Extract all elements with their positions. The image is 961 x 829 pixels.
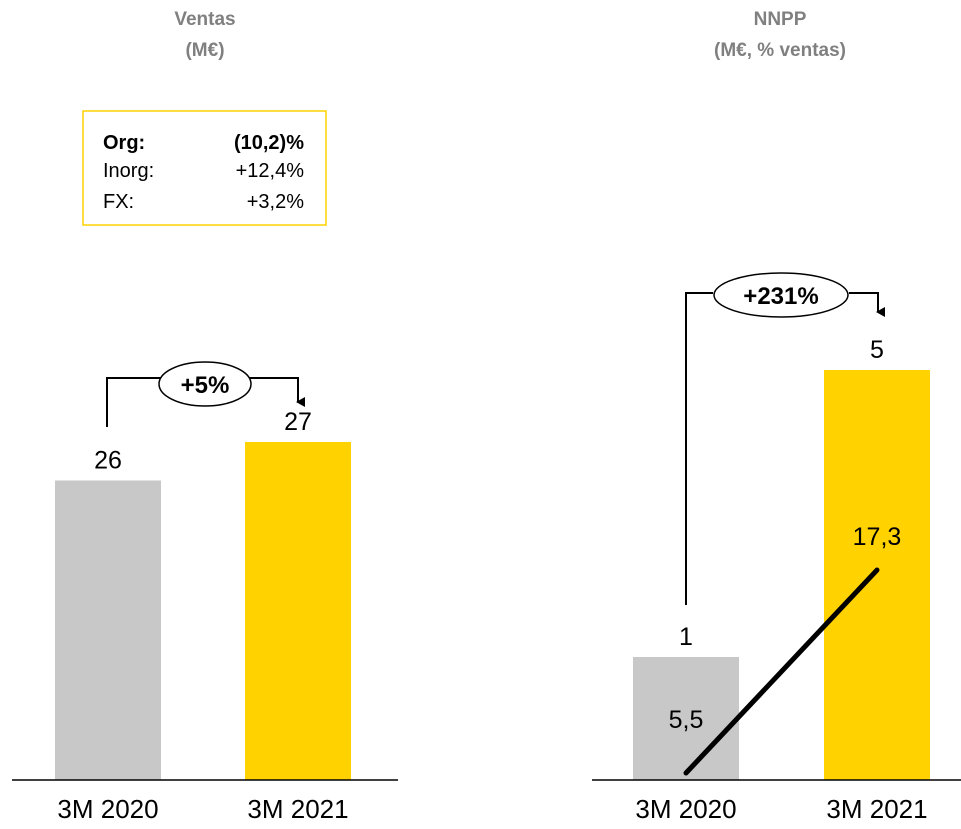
- breakdown-org-value: (10,2)%: [234, 132, 304, 154]
- nnpp-growth-connector: [685, 292, 878, 605]
- breakdown-inorg-label: Inorg:: [103, 160, 154, 182]
- nnpp-bar-3m-2021: [824, 370, 930, 780]
- ventas-bar-3m-2020: [55, 480, 161, 780]
- ventas-growth-connector: [106, 377, 298, 427]
- ventas-growth-label: +5%: [181, 372, 230, 399]
- nnpp-x-tick-3m-2020: 3M 2020: [635, 794, 736, 824]
- nnpp-subtitle: (M€, % ventas): [714, 40, 846, 61]
- ventas-value-label-3m-2020: 26: [94, 446, 122, 474]
- nnpp-pct-ventas-line: [683, 567, 880, 776]
- breakdown-box: Org: (10,2)% Inorg: +12,4% FX: +3,2%: [82, 110, 327, 226]
- nnpp-title: NNPP: [754, 9, 807, 30]
- nnpp-pct-ventas-label-3m-2020: 5,5: [669, 706, 704, 734]
- ventas-chart: Ventas (M€) Org: (10,2)% Inorg: +12,4% F…: [12, 9, 398, 824]
- ventas-x-tick-3m-2020: 3M 2020: [57, 794, 158, 824]
- breakdown-inorg-value: +12,4%: [236, 160, 305, 182]
- breakdown-fx-value: +3,2%: [247, 191, 304, 213]
- breakdown-box-border: [82, 110, 327, 226]
- nnpp-growth-label: +231%: [743, 283, 818, 310]
- breakdown-org-label: Org:: [103, 132, 145, 154]
- breakdown-fx-label: FX:: [103, 191, 134, 213]
- nnpp-growth-bubble: [713, 272, 849, 318]
- nnpp-x-tick-3m-2021: 3M 2021: [826, 794, 927, 824]
- nnpp-value-label-3m-2020: 1: [679, 623, 693, 651]
- nnpp-chart: NNPP (M€, % ventas) 1 5 +231% 5,5 17,3 3…: [592, 9, 961, 824]
- ventas-title: Ventas: [174, 9, 235, 30]
- ventas-subtitle: (M€): [185, 40, 224, 61]
- ventas-x-tick-3m-2021: 3M 2021: [247, 794, 348, 824]
- nnpp-bar-3m-2020: [633, 657, 739, 780]
- nnpp-pct-ventas-label-3m-2021: 17,3: [853, 523, 902, 551]
- ventas-bar-3m-2021: [245, 441, 351, 780]
- nnpp-value-label-3m-2021: 5: [870, 336, 884, 364]
- ventas-growth-bubble: [158, 361, 252, 407]
- ventas-value-label-3m-2021: 27: [284, 408, 312, 436]
